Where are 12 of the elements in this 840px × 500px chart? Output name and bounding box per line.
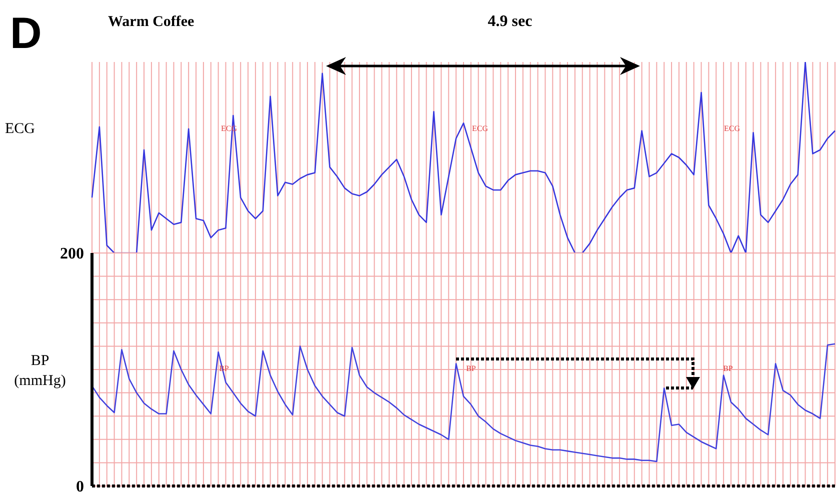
annotation: ECG xyxy=(472,124,488,133)
text: 4.9 sec xyxy=(488,13,532,30)
text: D xyxy=(10,9,42,58)
y-axis-title: ECG xyxy=(5,121,36,137)
line-series xyxy=(91,343,836,462)
chart-title: Warm Coffee xyxy=(108,14,195,30)
y-tick-label: 200 xyxy=(60,246,84,263)
y-axis-title: BP (mmHg) xyxy=(14,353,66,389)
annotation: BP xyxy=(466,364,476,373)
annotation: ECG xyxy=(724,124,740,133)
annotation: BP xyxy=(723,364,734,373)
y-tick-label: 0 xyxy=(76,478,84,496)
